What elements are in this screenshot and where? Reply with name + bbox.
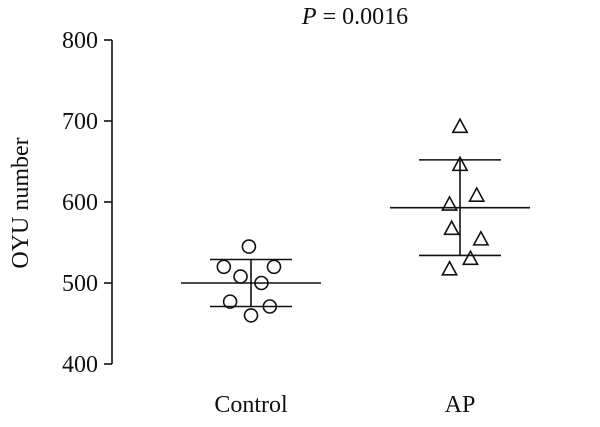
data-point-circle <box>233 269 248 284</box>
x-category-label: AP <box>445 392 476 418</box>
data-point-triangle <box>468 186 486 202</box>
data-point-triangle <box>461 249 479 266</box>
y-tick-label: 800 <box>62 28 98 54</box>
axes: 400 500 600 700 800 Control AP <box>62 28 475 418</box>
data-point-triangle <box>451 117 469 134</box>
data-point-circle <box>241 239 257 254</box>
data-point-circle <box>262 299 278 314</box>
data-point-triangle <box>443 219 461 236</box>
y-tick-label: 400 <box>62 352 98 378</box>
data-point-circle <box>266 259 282 275</box>
p-symbol: P <box>301 4 317 30</box>
data-point-circle <box>254 275 269 291</box>
y-axis-label: OYU number <box>8 137 34 268</box>
y-tick-label: 600 <box>62 190 98 216</box>
data-point-triangle <box>451 155 469 172</box>
data-point-circle <box>243 308 259 323</box>
data-point-triangle <box>441 195 459 211</box>
p-value-text: = 0.0016 <box>317 4 409 30</box>
data-marks <box>181 117 530 323</box>
data-point-circle <box>216 259 232 275</box>
x-category-label: Control <box>214 392 288 418</box>
data-point-circle <box>222 294 238 309</box>
data-point-triangle <box>472 230 490 246</box>
p-value-annotation: P = 0.0016 <box>301 4 408 30</box>
y-tick-label: 700 <box>62 109 98 135</box>
y-tick-label: 500 <box>62 271 98 297</box>
data-point-triangle <box>441 260 459 276</box>
